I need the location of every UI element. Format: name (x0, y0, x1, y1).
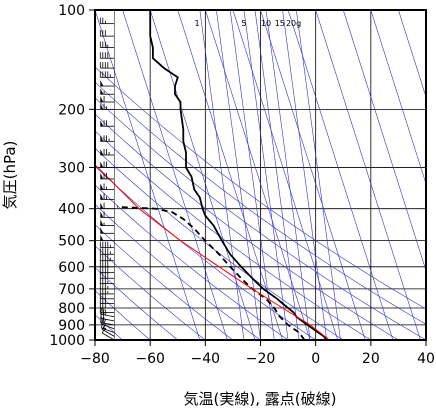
dry-adiabat (95, 224, 234, 340)
wind-barb (99, 30, 115, 37)
dry-adiabat (95, 290, 151, 340)
wind-barb (100, 318, 115, 330)
mixing-ratio-line (282, 10, 327, 340)
wind-barb (99, 260, 115, 268)
dewpoint-profile-line (117, 206, 306, 340)
y-tick-label: 300 (58, 160, 85, 176)
wind-barb (100, 148, 115, 156)
wind-barb (100, 219, 115, 226)
wind-barb (100, 211, 115, 218)
x-tick-label: −40 (191, 351, 221, 367)
skewed-isotherm (260, 10, 366, 340)
dry-adiabat (95, 204, 261, 340)
y-tick-label: 200 (58, 102, 85, 118)
skewed-isotherm (205, 10, 311, 340)
y-tick-label: 600 (58, 260, 85, 276)
wind-barb (100, 312, 115, 322)
skewed-isotherm (95, 10, 201, 340)
mixing-ratio-line (243, 10, 289, 340)
wind-barb (100, 234, 115, 242)
mixing-ratio-line (254, 10, 300, 340)
wind-barb (99, 272, 115, 279)
x-tick-label: −20 (246, 351, 276, 367)
skewed-isotherm (149, 10, 256, 340)
wind-barb (99, 52, 115, 59)
wind-barb (99, 41, 115, 49)
wind-barb (100, 161, 115, 168)
mixing-ratio-line (265, 10, 311, 340)
dry-adiabat (95, 314, 123, 340)
dry-adiabat (95, 184, 289, 340)
mixing-ratio-label: 20g (286, 19, 301, 28)
skewed-isotherm (122, 10, 228, 340)
y-tick-label: 900 (58, 318, 85, 334)
wind-barb (100, 135, 115, 142)
wind-barb (100, 183, 115, 190)
skewed-isotherm (315, 10, 421, 340)
skewed-isotherm (177, 10, 283, 340)
y-tick-label: 100 (58, 3, 85, 19)
mixing-ratio-label: 1 (195, 19, 200, 28)
wind-barb (99, 17, 115, 25)
wind-barb (100, 95, 115, 103)
x-tick-label: 40 (417, 351, 435, 367)
dry-adiabat (95, 147, 344, 340)
y-tick-label: 1000 (49, 333, 85, 349)
dry-adiabat (95, 66, 426, 310)
y-tick-label: 700 (58, 282, 85, 298)
mixing-ratio-line (216, 10, 261, 340)
axis-ticks (89, 9, 427, 346)
skewed-isotherm (370, 10, 426, 185)
wind-barb (100, 202, 115, 210)
wind-barb (100, 120, 115, 127)
wind-barb (99, 71, 115, 78)
wind-barb (100, 193, 115, 200)
mixing-ratio-label: 5 (241, 19, 246, 28)
wind-barb (100, 80, 115, 87)
dry-adiabat (95, 267, 178, 340)
wind-barb (100, 227, 115, 234)
y-tick-label: 500 (58, 234, 85, 250)
profile-lines (95, 10, 330, 340)
wind-barb (100, 172, 115, 180)
x-tick-label: −60 (135, 351, 165, 367)
dry-adiabat (95, 97, 426, 340)
wind-barb (99, 241, 115, 249)
wind-barb (99, 254, 115, 262)
x-tick-label: 20 (362, 351, 380, 367)
y-axis-title: 気圧(hPa) (1, 141, 19, 210)
x-axis-title: 気温(実線), 露点(破線) (184, 390, 337, 408)
skewed-isotherm (342, 10, 426, 272)
x-tick-label: −80 (80, 351, 110, 367)
mixing-ratio-label: 15 (275, 19, 285, 28)
wind-barb (100, 103, 115, 110)
mixing-ratio-lines (199, 10, 341, 340)
wind-barbs (99, 10, 115, 340)
mixing-ratio-line (199, 10, 245, 340)
wind-barb (99, 277, 115, 285)
mixing-ratio-line (296, 10, 341, 340)
mixing-ratio-label: 10 (261, 19, 271, 28)
mixing-ratio-labels: 1 5 10 15 20g (195, 19, 302, 28)
dry-adiabat (95, 113, 399, 340)
wind-barb (100, 88, 115, 95)
lifted-parcel-profile-line (95, 164, 330, 340)
mixing-ratio-line (229, 10, 275, 340)
wind-barb (99, 266, 115, 274)
dry-adiabat (95, 165, 316, 340)
wind-barb (100, 316, 115, 326)
skewed-isotherm (287, 10, 394, 340)
skewed-isotherm (398, 10, 426, 98)
wind-barb (99, 62, 115, 69)
x-tick-labels: −80 −60 −40 −20 0 20 40 (80, 351, 435, 367)
y-tick-label: 800 (58, 301, 85, 317)
wind-barb (99, 248, 115, 255)
skewed-isotherm (232, 10, 339, 340)
x-tick-label: 0 (311, 351, 320, 367)
y-tick-label: 400 (58, 202, 85, 218)
